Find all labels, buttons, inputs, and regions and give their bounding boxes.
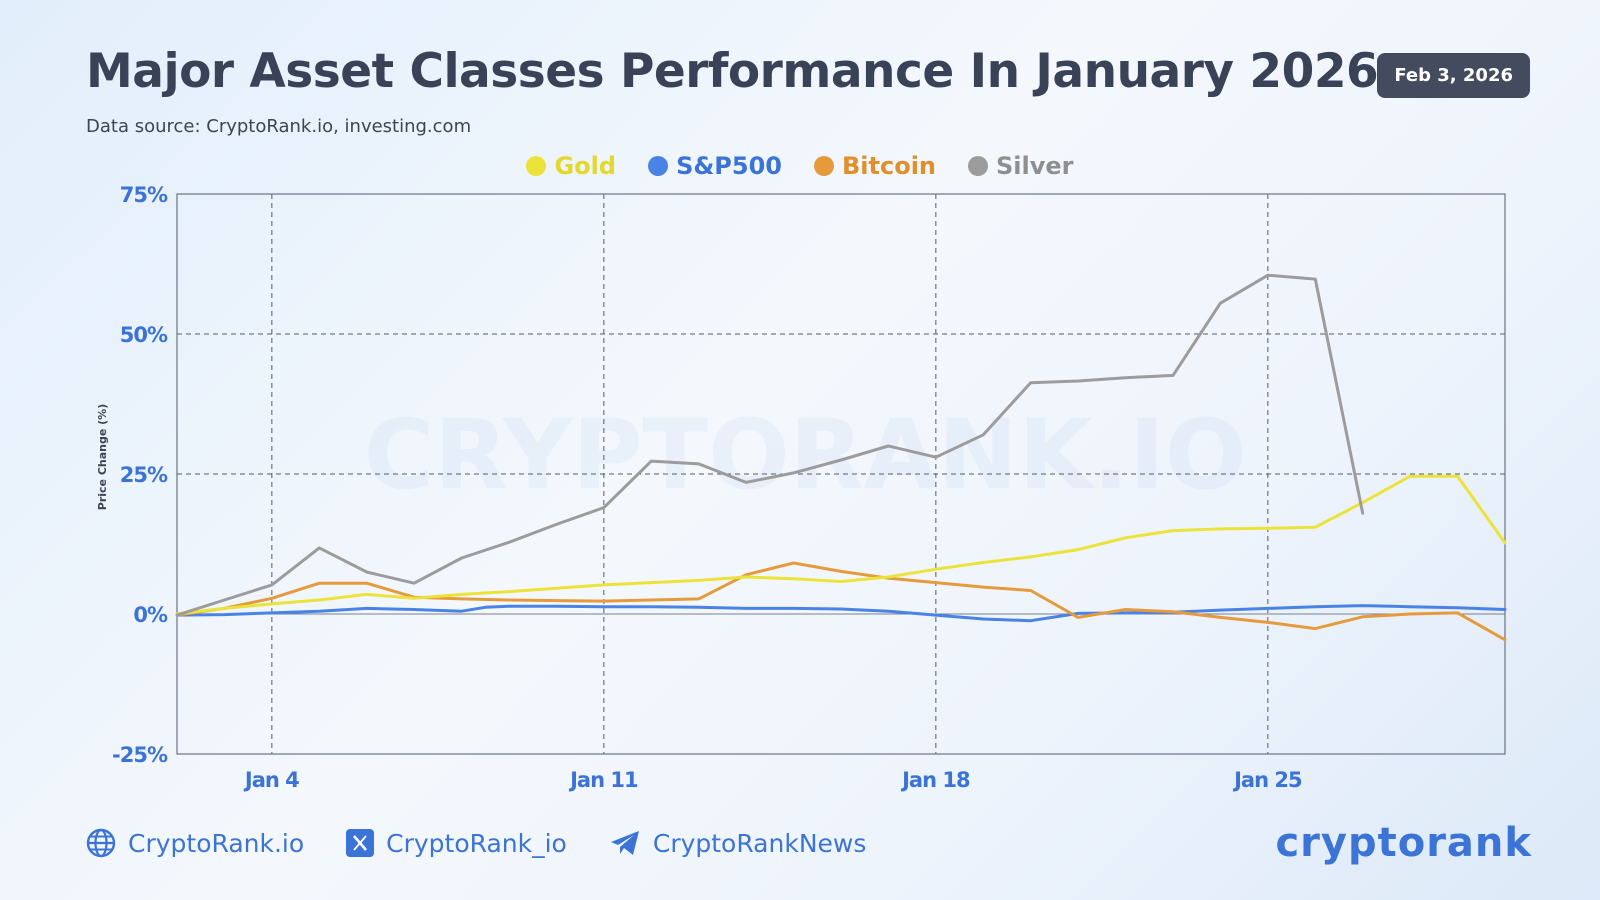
data-source: Data source: CryptoRank.io, investing.co… (86, 116, 472, 137)
x-tick-label: Jan 25 (1232, 768, 1302, 792)
page-title: Major Asset Classes Performance In Janua… (86, 44, 1379, 99)
series-line-bitcoin (175, 561, 1507, 642)
y-tick-label: 25% (120, 463, 168, 487)
axis-ticks: -25% 0% 25% 50% 75% Jan 4 Jan 11 Jan 18 Jan 25 (112, 183, 1303, 792)
legend-label-sp500: S&P500 (676, 152, 782, 180)
y-tick-label: 75% (120, 183, 168, 207)
legend-label-silver: Silver (996, 152, 1074, 180)
y-tick-label: 0% (133, 603, 168, 627)
cryptorank-logo: cryptorank (1275, 820, 1532, 866)
website-link[interactable]: CryptoRank.io (86, 828, 304, 858)
chart-legend: Gold S&P500 Bitcoin Silver (0, 152, 1600, 180)
telegram-link[interactable]: CryptoRankNews (609, 828, 867, 858)
globe-icon (86, 828, 116, 858)
date-badge: Feb 3, 2026 (1377, 53, 1530, 98)
telegram-label: CryptoRankNews (652, 828, 867, 858)
series-line-silver (175, 273, 1365, 617)
x-tick-label: Jan 4 (243, 768, 299, 792)
series-layer (175, 273, 1507, 642)
chart-grid (177, 194, 1505, 754)
legend-item-bitcoin[interactable]: Bitcoin (813, 152, 937, 180)
gold-dot-icon (526, 156, 547, 176)
silver-dot-icon (968, 156, 989, 176)
x-handle-label: CryptoRank_io (386, 828, 567, 858)
telegram-icon (610, 831, 639, 855)
series-line-sp500 (175, 604, 1507, 623)
x-tick-label: Jan 11 (568, 768, 638, 792)
y-tick-label: 50% (120, 323, 168, 347)
series-line-gold (175, 474, 1507, 616)
x-logo-icon (346, 829, 375, 857)
y-tick-label: -25% (112, 743, 168, 767)
legend-item-sp500[interactable]: S&P500 (648, 152, 782, 180)
legend-item-silver[interactable]: Silver (968, 152, 1074, 180)
plot-frame (176, 193, 1506, 755)
sp500-dot-icon (648, 156, 669, 176)
legend-label-gold: Gold (554, 152, 617, 180)
legend-item-gold[interactable]: Gold (526, 152, 616, 180)
footer-links: CryptoRank.io CryptoRank_io CryptoRankNe… (86, 828, 866, 858)
bitcoin-dot-icon (813, 156, 834, 176)
x-tick-label: Jan 18 (900, 768, 970, 792)
legend-label-bitcoin: Bitcoin (841, 152, 937, 180)
x-link[interactable]: CryptoRank_io (346, 829, 567, 858)
y-axis-label: Price Change (%) (96, 404, 109, 510)
website-label: CryptoRank.io (128, 828, 305, 858)
watermark-text: CRYPTORANK.IO (364, 399, 1247, 511)
